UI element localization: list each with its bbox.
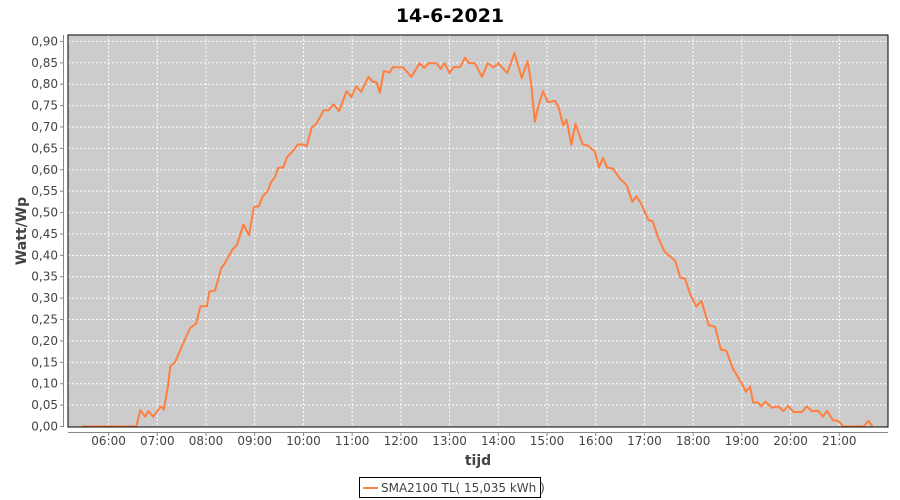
y-tick-label: 0,85 bbox=[31, 56, 58, 70]
x-tick-label: 15:00 bbox=[530, 434, 565, 448]
x-tick-label: 07:00 bbox=[140, 434, 175, 448]
plot-area bbox=[68, 35, 888, 427]
x-tick-label: 21:00 bbox=[822, 434, 857, 448]
x-tick-label: 18:00 bbox=[676, 434, 711, 448]
x-tick-label: 17:00 bbox=[627, 434, 662, 448]
y-tick-label: 0,40 bbox=[31, 248, 58, 262]
series-layer bbox=[81, 52, 874, 428]
legend-label: SMA2100 TL( 15,035 kWh ) bbox=[381, 481, 545, 495]
series-line bbox=[81, 52, 874, 428]
x-tick-label: 16:00 bbox=[578, 434, 613, 448]
x-tick-label: 06:00 bbox=[91, 434, 126, 448]
chart-title: 14-6-2021 bbox=[396, 5, 504, 27]
plot-border bbox=[67, 34, 889, 428]
x-tick-label: 14:00 bbox=[481, 434, 516, 448]
gridlines bbox=[68, 35, 888, 427]
x-axis: 06:00 07:00 08:00 09:00 10:00 11:00 12:00 13:00… bbox=[68, 432, 888, 448]
y-tick-label: 0,30 bbox=[31, 291, 58, 305]
y-tick-label: 0,10 bbox=[31, 377, 58, 391]
x-tick-label: 11:00 bbox=[335, 434, 370, 448]
y-tick-label: 0,65 bbox=[31, 141, 58, 155]
legend-box bbox=[359, 477, 541, 498]
y-tick-label: 0,75 bbox=[31, 99, 58, 113]
y-tick-label: 0,50 bbox=[31, 206, 58, 220]
y-axis-label: Watt/Wp bbox=[14, 197, 30, 265]
x-axis-label: tijd bbox=[465, 453, 491, 469]
x-tick-label: 10:00 bbox=[286, 434, 321, 448]
legend: SMA2100 TL( 15,035 kWh ) bbox=[359, 477, 545, 498]
y-tick-label: 0,55 bbox=[31, 184, 58, 198]
x-tick-label: 19:00 bbox=[725, 434, 760, 448]
x-tick-label: 13:00 bbox=[432, 434, 467, 448]
y-tick-label: 0,70 bbox=[31, 120, 58, 134]
y-tick-label: 0,20 bbox=[31, 334, 58, 348]
y-tick-label: 0,15 bbox=[31, 355, 58, 369]
y-tick-label: 0,00 bbox=[31, 420, 58, 434]
y-tick-label: 0,45 bbox=[31, 227, 58, 241]
x-tick-label: 09:00 bbox=[237, 434, 272, 448]
x-tick-label: 20:00 bbox=[773, 434, 808, 448]
y-tick-label: 0,05 bbox=[31, 398, 58, 412]
x-tick-label: 12:00 bbox=[384, 434, 419, 448]
y-tick-label: 0,60 bbox=[31, 163, 58, 177]
y-tick-label: 0,35 bbox=[31, 270, 58, 284]
y-axis: 0,00 0,05 0,10 0,15 0,20 0,25 0,30 0,35 0,40 0,45… bbox=[31, 34, 64, 434]
y-tick-label: 0,25 bbox=[31, 313, 58, 327]
x-tick-label: 08:00 bbox=[189, 434, 224, 448]
y-tick-label: 0,90 bbox=[31, 34, 58, 48]
y-tick-label: 0,80 bbox=[31, 77, 58, 91]
